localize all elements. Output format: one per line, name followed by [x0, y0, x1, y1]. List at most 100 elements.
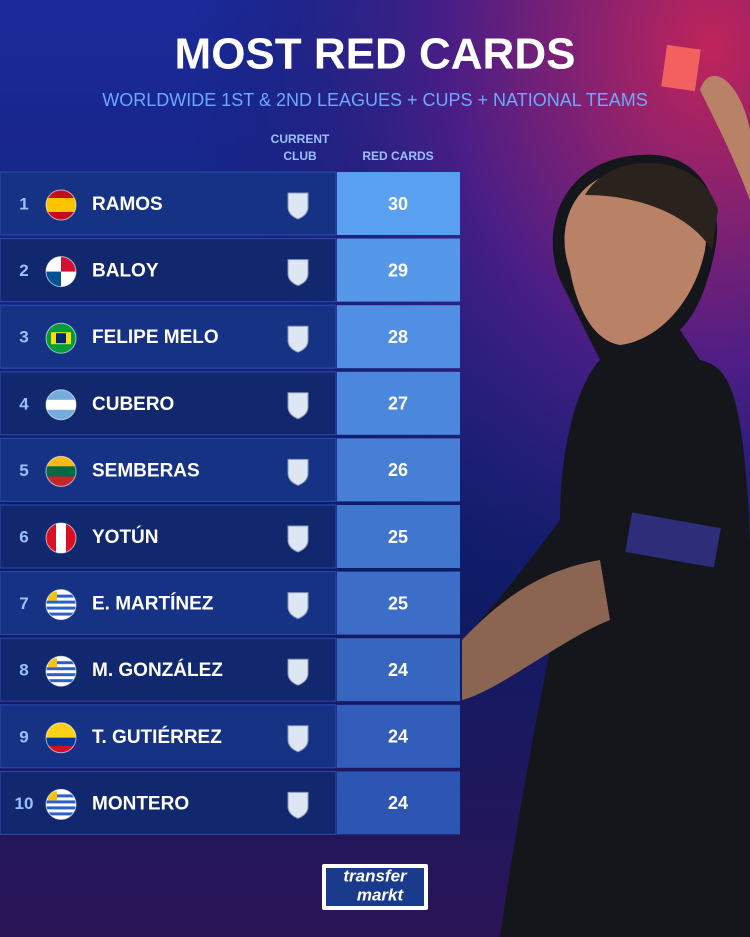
flag-part: [46, 612, 76, 616]
column-header: CLUB: [283, 149, 317, 163]
flag-part: [46, 198, 76, 212]
red-cards: 30: [388, 194, 408, 214]
row-background: [0, 238, 337, 303]
logo-text: markt: [357, 885, 405, 904]
red-cards: 25: [388, 593, 408, 613]
flag-border: [45, 655, 77, 687]
flag-part: [46, 606, 76, 610]
rank: 4: [19, 394, 29, 413]
flag: [46, 656, 76, 687]
flag-border: [45, 322, 77, 354]
flag-border: [45, 788, 77, 820]
value-cell: [337, 438, 460, 502]
flag: [46, 456, 76, 487]
table-row: 5 SEMBERAS 26: [0, 437, 460, 502]
club-logo: [287, 458, 309, 486]
flag-part: [48, 591, 57, 601]
flag-border: [45, 256, 77, 288]
flag-part: [48, 658, 57, 668]
player-name: E. MARTÍNEZ: [92, 593, 214, 615]
subtitle: WORLDWIDE 1ST & 2ND LEAGUES + CUPS + NAT…: [102, 90, 647, 110]
flag-part: [46, 794, 76, 798]
flag-part: [46, 466, 76, 477]
red-cards: 24: [388, 727, 408, 747]
row-background: [0, 704, 337, 769]
flag-part: [46, 737, 76, 746]
red-cards: 24: [388, 793, 408, 813]
player-name: RAMOS: [92, 194, 163, 215]
table-row: 4 CUBERO 27: [0, 371, 460, 436]
flag-part: [46, 456, 76, 467]
flag: [46, 523, 76, 553]
club-logo: [287, 525, 309, 553]
value-cell: [337, 172, 460, 235]
flag: [46, 190, 76, 220]
flag-part: [56, 333, 66, 344]
club-logo: [287, 791, 309, 819]
column-header: CURRENT: [271, 132, 330, 146]
table-row: 10 MONTERO 24: [0, 770, 460, 835]
rank: 5: [19, 461, 28, 480]
value-cell: [337, 305, 460, 369]
flag-part: [46, 679, 76, 683]
table-row: 8 M. GONZÁLEZ 24: [0, 637, 460, 702]
flag-part: [46, 812, 76, 816]
flag: [46, 389, 76, 420]
player-photo: [462, 44, 750, 937]
club-logo: [287, 725, 309, 753]
player-name: M. GONZÁLEZ: [92, 659, 223, 681]
value-cell: [337, 771, 460, 835]
rank: 10: [15, 794, 34, 813]
value-cell: [337, 704, 460, 768]
table-row: 2 BALOY 29: [0, 238, 460, 303]
flag: [46, 722, 76, 753]
flag-part: [48, 791, 57, 801]
flag-part: [46, 661, 76, 665]
red-cards: 24: [388, 660, 408, 680]
value-cell: [337, 505, 460, 568]
player-name: YOTÚN: [92, 526, 159, 548]
rank: 1: [19, 194, 28, 213]
club-logo: [287, 392, 309, 420]
table: 1 RAMOS 30 2 BALOY 29 3 FELIPE MELO 28 4 CUBERO 27 5…: [0, 171, 460, 835]
player-name: T. GUTIÉRREZ: [92, 726, 222, 748]
title: MOST RED CARDS: [175, 30, 576, 79]
flag-border: [45, 189, 77, 221]
table-row: 9 T. GUTIÉRREZ 24: [0, 704, 460, 769]
flag-part: [46, 667, 76, 671]
logo-text: transfer: [343, 866, 408, 885]
flag-part: [56, 523, 66, 553]
value-cell: [337, 238, 460, 302]
rank: 6: [19, 527, 28, 546]
flag-border: [45, 455, 77, 487]
flag: [46, 323, 76, 354]
red-cards: 29: [388, 260, 408, 280]
flag-part: [46, 800, 76, 804]
player-name: MONTERO: [92, 793, 189, 814]
club-logo: [287, 592, 309, 620]
player-name: SEMBERAS: [92, 460, 200, 481]
value-cell: [337, 571, 460, 635]
flag: [46, 789, 76, 820]
player-name: FELIPE MELO: [92, 327, 219, 348]
flag-part: [46, 594, 76, 598]
table-row: 3 FELIPE MELO 28: [0, 304, 460, 369]
table-row: 1 RAMOS 30: [0, 171, 460, 236]
flag-part: [46, 722, 76, 738]
red-cards: 28: [388, 327, 408, 347]
flag-part: [46, 806, 76, 810]
table-row: 7 E. MARTÍNEZ 25: [0, 571, 460, 636]
logo: transfer markt: [322, 864, 428, 910]
rank: 7: [19, 594, 28, 613]
player-name: CUBERO: [92, 394, 174, 415]
table-row: 6 YOTÚN 25: [0, 504, 460, 569]
player-name: BALOY: [92, 261, 159, 282]
club-logo: [287, 259, 309, 287]
value-cell: [337, 638, 460, 702]
flag-part: [46, 476, 76, 487]
flag-part: [46, 399, 76, 410]
flag-border: [45, 589, 77, 621]
rank: 3: [19, 328, 28, 347]
